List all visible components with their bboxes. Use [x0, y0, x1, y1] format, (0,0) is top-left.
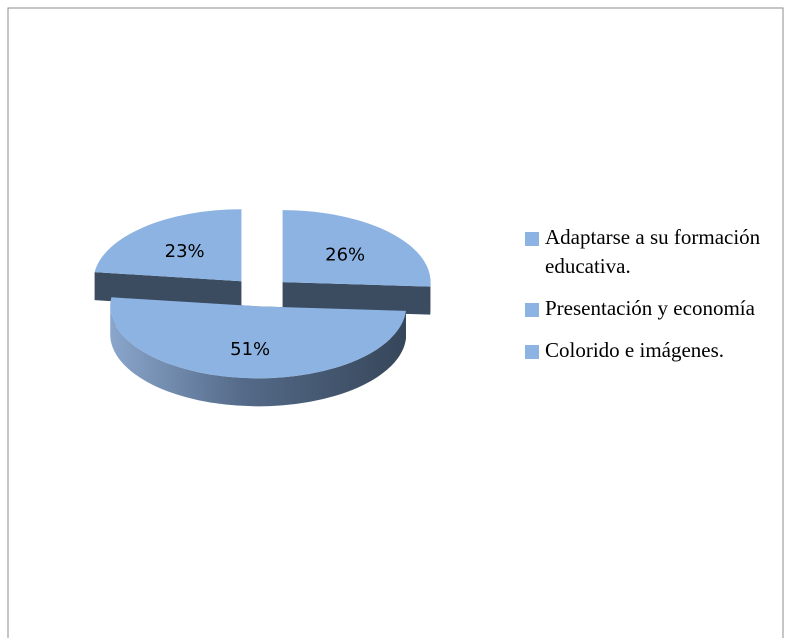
legend-item: Adaptarse a su formación educativa.: [525, 223, 780, 281]
legend-swatch: [525, 345, 539, 359]
legend-swatch: [525, 232, 539, 246]
legend-label: Presentación y economía: [545, 296, 755, 320]
legend-label: Adaptarse a su formación educativa.: [545, 225, 761, 278]
slice: [94, 209, 242, 282]
legend: Adaptarse a su formación educativa. Prese…: [525, 223, 780, 378]
slice: [282, 210, 431, 287]
chart-border: [7, 7, 784, 638]
slice-side: [110, 306, 406, 407]
slice-label: 51%: [230, 339, 270, 360]
legend-item: Colorido e imágenes.: [525, 336, 780, 365]
legend-item: Presentación y economía: [525, 294, 780, 323]
legend-swatch: [525, 303, 539, 317]
legend-label: Colorido e imágenes.: [545, 338, 725, 362]
slice-label: 26%: [325, 245, 365, 266]
slice-wall: [282, 282, 431, 315]
slice: [110, 297, 406, 379]
slice-label: 23%: [165, 241, 205, 262]
